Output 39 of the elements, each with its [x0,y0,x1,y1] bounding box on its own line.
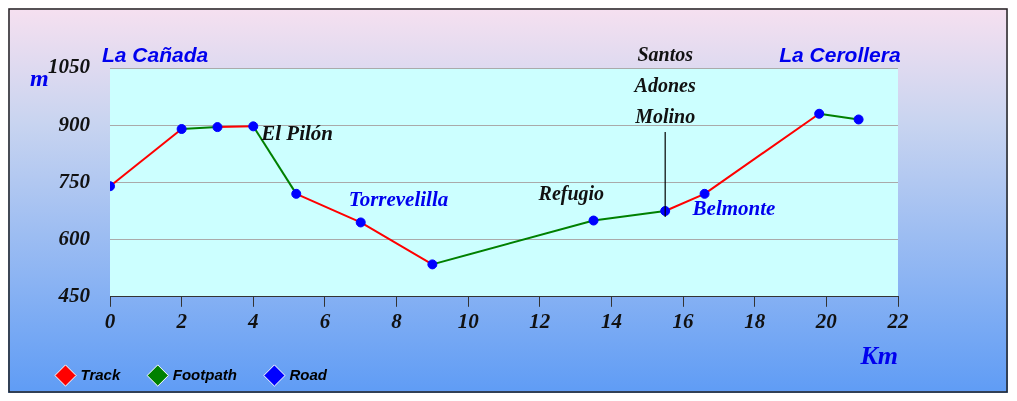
x-tick-label: 2 [175,308,188,333]
point [853,114,864,125]
x-tick-label: 0 [104,308,116,333]
x-tick-label: 22 [886,308,909,333]
x-tick-label: 8 [391,308,403,333]
legend-label: Track [80,365,121,383]
point [248,121,259,132]
x-tick-label: 16 [672,308,695,333]
y-tick-label: 450 [57,283,91,308]
x-tick-label: 10 [457,308,480,333]
y-tick-label: 1050 [48,54,91,79]
annotation: Santos Adones Molino [632,43,696,128]
annotation: Refugio [537,181,605,205]
point [212,122,223,133]
x-tick-label: 18 [744,308,766,333]
x-tick-label: 12 [529,308,551,333]
x-axis-title: Km [859,340,898,370]
point [291,188,302,199]
point [699,188,710,199]
point [176,124,187,135]
annotation: La Cerollera [779,42,901,66]
y-tick-label: 750 [58,168,91,193]
point [814,108,825,119]
point [427,259,438,270]
legend-label: Road [289,365,328,383]
legend-label: Footpath [172,365,237,383]
x-tick-label: 6 [319,308,331,333]
point [355,217,366,228]
text: La Cañada [102,42,209,66]
y-tick-label: 600 [58,226,91,251]
y-axis-title: m [30,65,49,92]
annotation: Torrevelilla [348,186,449,211]
annotation: El Pilón [260,120,334,145]
x-tick-label: 14 [600,308,622,333]
y-tick-label: 900 [58,111,91,136]
point [588,215,599,226]
x-tick-label: 4 [247,308,259,333]
annotation: Belmonte [691,196,776,221]
x-tick-label: 20 [814,308,838,333]
